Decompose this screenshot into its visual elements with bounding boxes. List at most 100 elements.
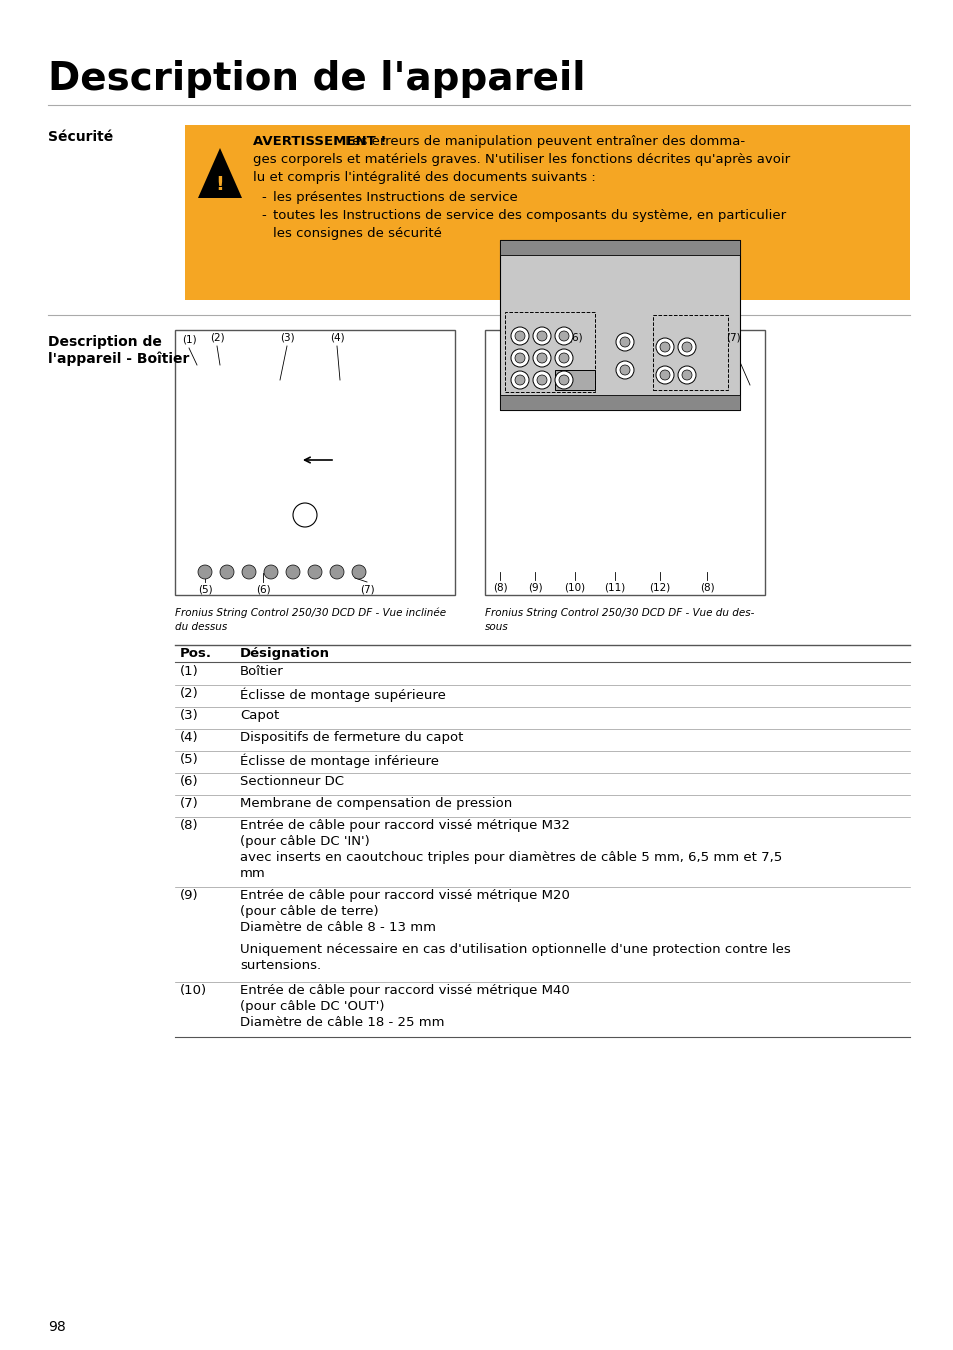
Circle shape bbox=[533, 327, 551, 346]
Circle shape bbox=[656, 366, 673, 383]
Circle shape bbox=[555, 371, 573, 389]
FancyBboxPatch shape bbox=[499, 240, 740, 255]
Text: Entrée de câble pour raccord vissé métrique M20: Entrée de câble pour raccord vissé métri… bbox=[240, 890, 569, 902]
Circle shape bbox=[515, 375, 524, 385]
Text: Sectionneur DC: Sectionneur DC bbox=[240, 775, 344, 788]
Circle shape bbox=[558, 352, 568, 363]
Circle shape bbox=[681, 342, 691, 352]
Circle shape bbox=[681, 370, 691, 379]
Circle shape bbox=[537, 331, 546, 342]
Text: avec inserts en caoutchouc triples pour diamètres de câble 5 mm, 6,5 mm et 7,5: avec inserts en caoutchouc triples pour … bbox=[240, 850, 781, 864]
Circle shape bbox=[537, 352, 546, 363]
Text: (8): (8) bbox=[492, 583, 507, 593]
Circle shape bbox=[286, 566, 299, 579]
Text: (1): (1) bbox=[180, 666, 198, 678]
Polygon shape bbox=[194, 360, 245, 549]
Circle shape bbox=[352, 566, 366, 579]
Text: toutes les Instructions de service des composants du système, en particulier: toutes les Instructions de service des c… bbox=[273, 209, 785, 221]
Circle shape bbox=[555, 327, 573, 346]
Circle shape bbox=[616, 360, 634, 379]
Circle shape bbox=[656, 338, 673, 356]
Text: (5): (5) bbox=[180, 753, 198, 765]
Circle shape bbox=[619, 364, 629, 375]
Text: (7): (7) bbox=[180, 796, 198, 810]
Circle shape bbox=[308, 566, 322, 579]
Text: (6): (6) bbox=[567, 333, 581, 343]
Circle shape bbox=[537, 375, 546, 385]
Text: Uniquement nécessaire en cas d'utilisation optionnelle d'une protection contre l: Uniquement nécessaire en cas d'utilisati… bbox=[240, 944, 790, 956]
FancyBboxPatch shape bbox=[499, 240, 740, 410]
Text: (pour câble DC 'IN'): (pour câble DC 'IN') bbox=[240, 836, 370, 848]
FancyBboxPatch shape bbox=[484, 329, 764, 595]
Circle shape bbox=[678, 338, 696, 356]
Text: Dispositifs de fermeture du capot: Dispositifs de fermeture du capot bbox=[240, 730, 463, 744]
Circle shape bbox=[558, 331, 568, 342]
Text: (4): (4) bbox=[330, 333, 344, 343]
Text: Les erreurs de manipulation peuvent entraîner des domma-: Les erreurs de manipulation peuvent entr… bbox=[340, 135, 744, 148]
Circle shape bbox=[511, 327, 529, 346]
Circle shape bbox=[242, 566, 255, 579]
Text: les consignes de sécurité: les consignes de sécurité bbox=[273, 227, 441, 240]
Text: sous: sous bbox=[484, 622, 508, 632]
Text: (8): (8) bbox=[180, 819, 198, 832]
Text: Entrée de câble pour raccord vissé métrique M32: Entrée de câble pour raccord vissé métri… bbox=[240, 819, 569, 832]
Polygon shape bbox=[194, 549, 395, 585]
Text: Pos.: Pos. bbox=[180, 647, 212, 660]
Circle shape bbox=[515, 352, 524, 363]
Circle shape bbox=[330, 566, 344, 579]
Text: Éclisse de montage inférieure: Éclisse de montage inférieure bbox=[240, 753, 438, 768]
Circle shape bbox=[220, 566, 233, 579]
Text: Éclisse de montage supérieure: Éclisse de montage supérieure bbox=[240, 687, 445, 702]
Text: (7): (7) bbox=[725, 333, 740, 343]
Text: ges corporels et matériels graves. N'utiliser les fonctions décrites qu'après av: ges corporels et matériels graves. N'uti… bbox=[253, 153, 789, 166]
FancyBboxPatch shape bbox=[174, 329, 455, 595]
Text: du dessus: du dessus bbox=[174, 622, 227, 632]
Circle shape bbox=[659, 342, 669, 352]
Circle shape bbox=[198, 566, 212, 579]
Circle shape bbox=[533, 350, 551, 367]
Text: (6): (6) bbox=[255, 585, 270, 595]
Text: (2): (2) bbox=[180, 687, 198, 701]
Text: Description de l'appareil: Description de l'appareil bbox=[48, 59, 585, 99]
Circle shape bbox=[533, 371, 551, 389]
Text: (11): (11) bbox=[604, 583, 625, 593]
Text: (pour câble DC 'OUT'): (pour câble DC 'OUT') bbox=[240, 1000, 384, 1012]
Text: lu et compris l'intégralité des documents suivants :: lu et compris l'intégralité des document… bbox=[253, 171, 595, 184]
Text: Description de
l'appareil - Boîtier: Description de l'appareil - Boîtier bbox=[48, 335, 190, 366]
Text: (4): (4) bbox=[180, 730, 198, 744]
Text: (8): (8) bbox=[699, 583, 714, 593]
Circle shape bbox=[558, 375, 568, 385]
Text: (10): (10) bbox=[180, 984, 207, 998]
Polygon shape bbox=[194, 360, 345, 396]
Circle shape bbox=[659, 370, 669, 379]
Text: (2): (2) bbox=[210, 333, 224, 343]
Text: Sécurité: Sécurité bbox=[48, 130, 113, 144]
Circle shape bbox=[555, 350, 573, 367]
Text: 98: 98 bbox=[48, 1320, 66, 1334]
Text: Membrane de compensation de pression: Membrane de compensation de pression bbox=[240, 796, 512, 810]
Text: (1): (1) bbox=[181, 335, 196, 346]
Circle shape bbox=[678, 366, 696, 383]
Circle shape bbox=[515, 331, 524, 342]
FancyBboxPatch shape bbox=[185, 126, 909, 300]
Text: (5): (5) bbox=[197, 585, 213, 595]
Text: surtensions.: surtensions. bbox=[240, 958, 321, 972]
Text: (9): (9) bbox=[180, 890, 198, 902]
Text: Capot: Capot bbox=[240, 709, 279, 722]
Text: Fronius String Control 250/30 DCD DF - Vue du des-: Fronius String Control 250/30 DCD DF - V… bbox=[484, 608, 754, 618]
Text: -: - bbox=[261, 209, 266, 221]
Text: Fronius String Control 250/30 DCD DF - Vue inclinée: Fronius String Control 250/30 DCD DF - V… bbox=[174, 608, 446, 618]
Text: Diamètre de câble 18 - 25 mm: Diamètre de câble 18 - 25 mm bbox=[240, 1017, 444, 1029]
Text: (3): (3) bbox=[180, 709, 198, 722]
Circle shape bbox=[264, 566, 277, 579]
Circle shape bbox=[511, 371, 529, 389]
Text: (12): (12) bbox=[649, 583, 670, 593]
Circle shape bbox=[619, 338, 629, 347]
Text: Diamètre de câble 8 - 13 mm: Diamètre de câble 8 - 13 mm bbox=[240, 921, 436, 934]
Text: (3): (3) bbox=[279, 333, 294, 343]
Text: Boîtier: Boîtier bbox=[240, 666, 283, 678]
Text: !: ! bbox=[215, 176, 224, 194]
Polygon shape bbox=[198, 148, 242, 198]
Text: (9): (9) bbox=[527, 583, 541, 593]
Text: les présentes Instructions de service: les présentes Instructions de service bbox=[273, 190, 517, 204]
